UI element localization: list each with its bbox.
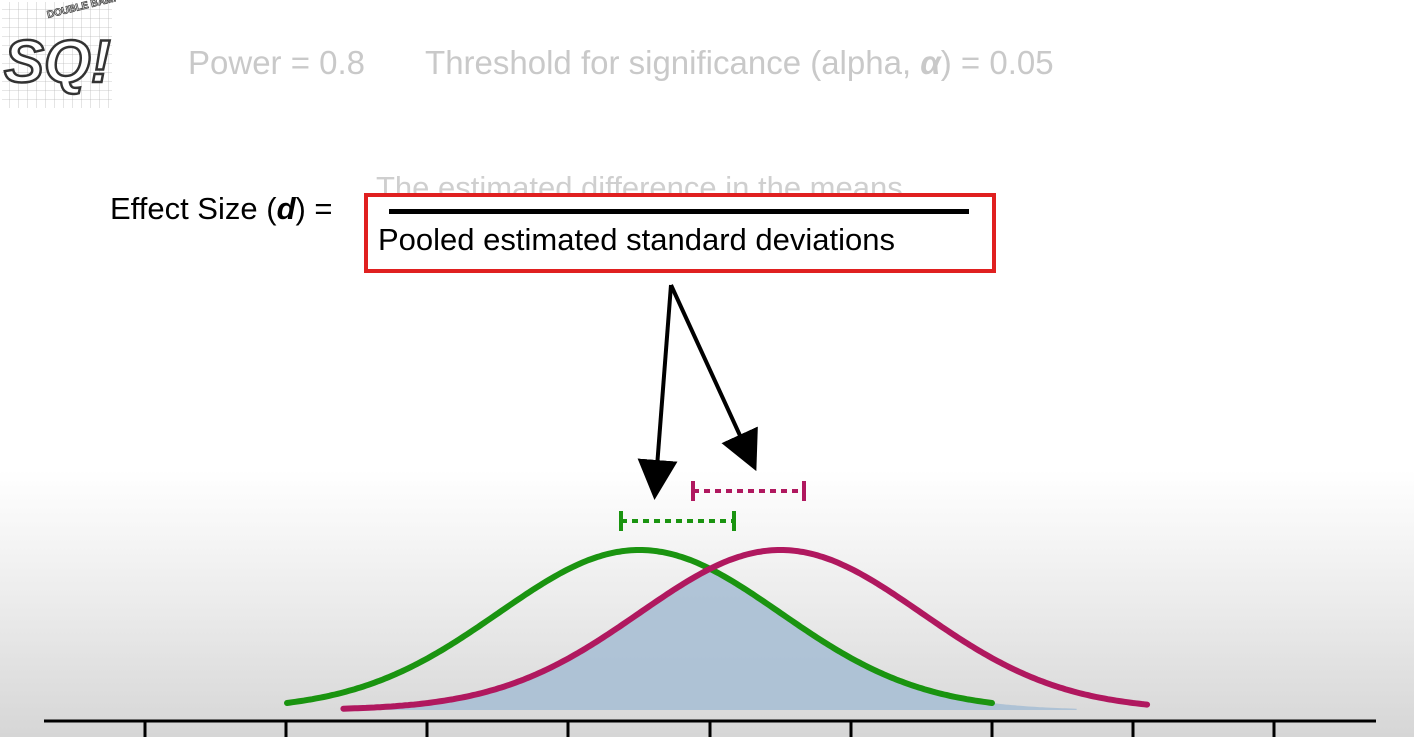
fraction-bar	[389, 209, 969, 214]
formula-denominator: Pooled estimated standard deviations	[378, 222, 895, 257]
effect-size-prefix: Effect Size (	[110, 191, 277, 226]
x-axis	[44, 719, 1376, 737]
arrow-to-magenta-sd	[669, 284, 758, 472]
alpha-prefix: Threshold for significance (alpha,	[425, 44, 921, 81]
effect-size-label: Effect Size (d) =	[110, 191, 333, 227]
power-label: Power = 0.8	[188, 44, 366, 81]
statquest-logo: SQ! DOUBLE BAM!!	[2, 0, 116, 108]
green-sd-bar	[619, 511, 736, 531]
magenta-distribution-curve	[340, 547, 1151, 712]
green-distribution-curve	[284, 547, 995, 706]
effect-size-variable: d	[276, 191, 296, 226]
arrow-to-green-sd	[637, 284, 678, 500]
header-parameters: Power = 0.8 Threshold for significance (a…	[188, 44, 1054, 82]
denominator-highlight-box	[364, 193, 996, 273]
magenta-sd-bar	[691, 481, 806, 501]
alpha-symbol: α	[920, 44, 941, 81]
effect-size-equals: ) =	[295, 191, 333, 226]
alpha-suffix: ) = 0.05	[940, 44, 1054, 81]
overlap-area	[343, 568, 1077, 710]
logo-letters: SQ!	[4, 28, 111, 95]
